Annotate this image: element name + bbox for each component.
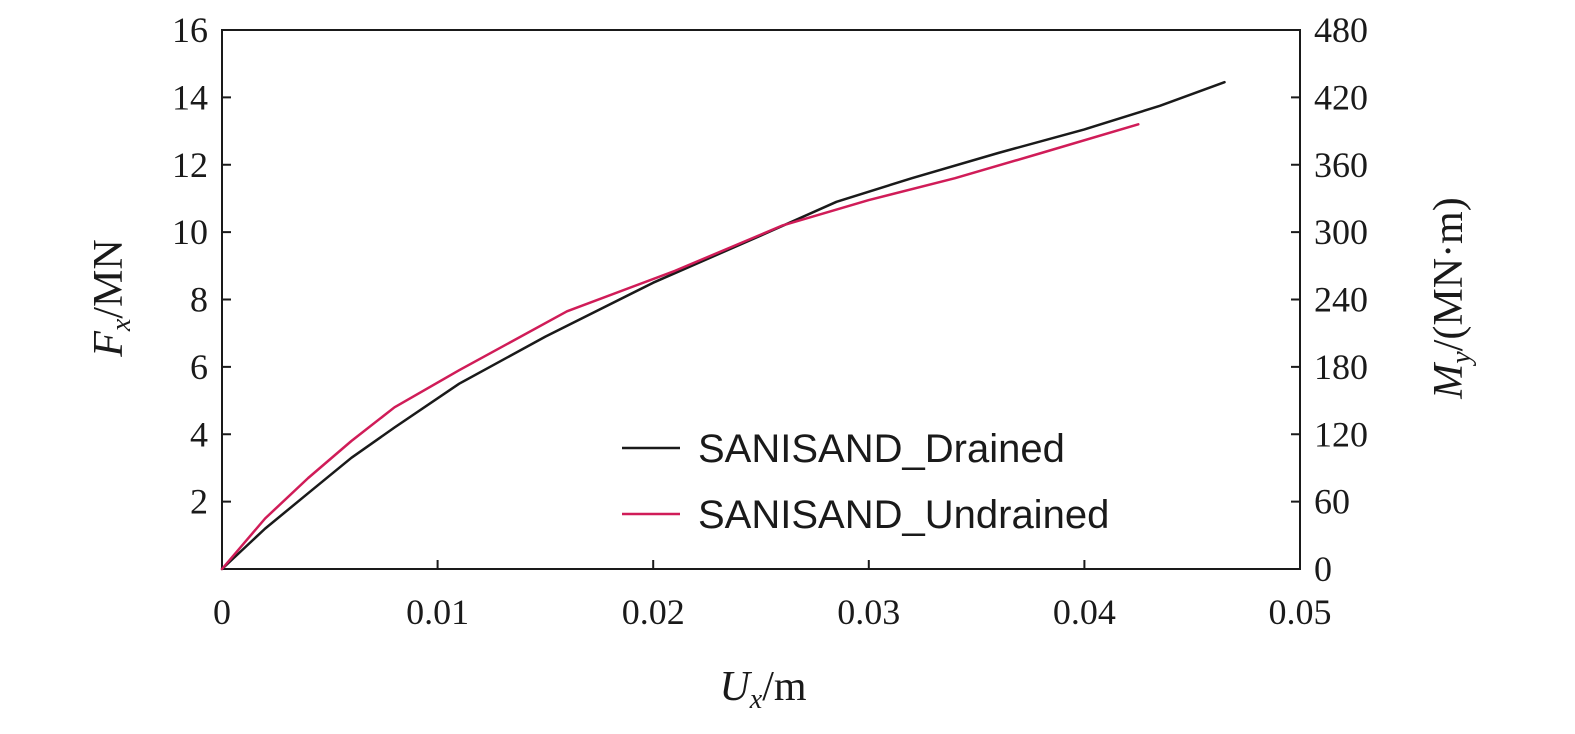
y-left-axis-title: Fx/MN [86,239,137,357]
plot-frame [221,29,1301,570]
y-right-tick-label: 180 [1314,347,1368,387]
x-axis-title-main: U [719,664,752,710]
series-layer [220,80,1226,571]
x-axis-title: Ux/m [719,664,806,715]
legend-label: SANISAND_Undrained [698,493,1109,537]
y-left-tick-label: 14 [172,77,208,117]
y-left-tick-label: 6 [190,347,208,387]
x-axis-title-sub: x [749,684,763,715]
y-right-tick-label: 240 [1314,280,1368,320]
x-tick-label: 0.05 [1269,592,1332,632]
axes: 0 0.01 0.02 0.03 0.04 0.05 2 4 6 8 10 12 14 16 0 60 120 1… [172,10,1368,632]
x-axis-title-unit: /m [762,664,807,710]
y-right-tick-label: 420 [1314,77,1368,117]
y-right-tick-label: 480 [1314,10,1368,50]
y-right-axis-title-sub: y [1446,351,1477,367]
legend-label: SANISAND_Drained [698,427,1065,471]
x-tick-label: 0.01 [406,592,469,632]
x-tick-label: 0 [213,592,231,632]
y-left-axis-title-unit: /MN [86,239,132,318]
y-left-tick-label: 8 [190,280,208,320]
y-left-axis-title-main: F [86,331,132,358]
y-right-tick-label: 300 [1314,212,1368,252]
y-right-tick-label: 60 [1314,482,1350,522]
x-tick-label: 0.02 [622,592,685,632]
y-left-tick-label: 12 [172,145,208,185]
x-tick-label: 0.03 [837,592,900,632]
y-right-tick-label: 0 [1314,549,1332,589]
y-right-axis-title-unit: /(MN·m) [1426,197,1472,351]
y-right-tick-label: 120 [1314,414,1368,454]
x-tick-label: 0.04 [1053,592,1116,632]
y-left-tick-label: 10 [172,212,208,252]
series-line-undrained [220,123,1140,571]
y-left-axis-title-sub: x [106,318,137,332]
y-left-tick-label: 16 [172,10,208,50]
legend: SANISAND_Drained SANISAND_Undrained [622,427,1109,537]
y-left-tick-label: 4 [190,414,208,454]
series-line-drained [220,80,1226,571]
y-left-tick-label: 2 [190,482,208,522]
y-right-tick-label: 360 [1314,145,1368,185]
y-right-axis-title: My/(MN·m) [1426,197,1477,399]
y-right-axis-title-main: M [1426,362,1472,400]
